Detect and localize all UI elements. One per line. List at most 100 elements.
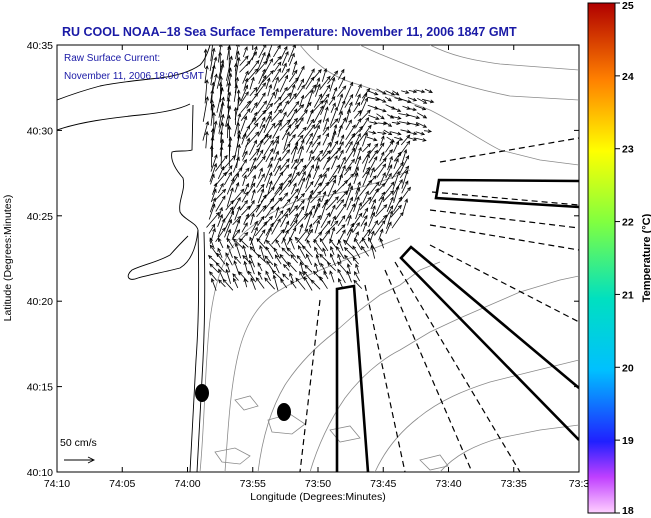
current-vector [366, 136, 378, 142]
current-vector [400, 134, 411, 146]
current-vector [208, 203, 216, 220]
current-vector [226, 177, 235, 195]
current-vector [306, 140, 313, 153]
current-vector [239, 60, 251, 73]
current-vector [258, 45, 267, 59]
current-vector [274, 182, 283, 195]
current-vector [232, 238, 243, 248]
current-vector [274, 101, 282, 114]
current-vector [346, 263, 351, 275]
current-vector [337, 268, 346, 284]
current-vector [273, 139, 279, 154]
current-vector [376, 88, 387, 95]
current-vector [242, 254, 250, 263]
current-vector [238, 271, 249, 283]
current-vector [362, 131, 368, 147]
current-vector [390, 204, 402, 218]
current-vector [279, 158, 290, 171]
current-vector [393, 185, 400, 204]
current-vector [393, 157, 399, 169]
current-vector [256, 138, 264, 156]
current-vector [257, 100, 268, 114]
current-vector [270, 109, 282, 123]
current-vector [249, 86, 258, 97]
colorbar-tick-label: 20 [622, 362, 634, 374]
current-vector [304, 101, 312, 111]
current-vector [369, 121, 378, 125]
current-vector [231, 188, 245, 204]
current-vector [322, 247, 327, 257]
current-vector [313, 149, 324, 162]
current-vector [233, 277, 239, 289]
current-vector [391, 161, 404, 180]
current-vector [280, 86, 288, 98]
current-vector [218, 51, 223, 71]
current-vector [251, 111, 258, 123]
current-vector [352, 245, 361, 259]
current-vector [272, 171, 284, 188]
y-tick-label: 40:15 [27, 382, 53, 394]
current-vector [327, 70, 339, 84]
current-vector [423, 129, 433, 133]
current-vector [367, 90, 379, 96]
x-tick-label: 74:10 [44, 478, 70, 490]
current-vector [368, 149, 378, 164]
current-vector [210, 64, 216, 86]
current-vector [384, 181, 395, 195]
current-vector [263, 215, 273, 227]
current-vector [210, 154, 218, 172]
current-vector [217, 218, 226, 238]
current-vector [376, 163, 387, 178]
current-vector [303, 276, 313, 291]
current-vector [315, 83, 321, 97]
current-vector [345, 108, 351, 123]
current-vector [329, 270, 335, 283]
current-vector [306, 253, 313, 266]
current-vector [346, 182, 352, 195]
current-vector [319, 75, 331, 91]
current-vector [273, 55, 282, 66]
current-vector [368, 114, 380, 120]
current-vector [328, 164, 341, 182]
current-vector [319, 253, 330, 264]
current-vector [225, 122, 230, 139]
current-vector [306, 118, 315, 131]
current-vector [265, 270, 271, 281]
current-vector [312, 214, 322, 225]
current-vector [323, 270, 329, 280]
current-vector [209, 47, 216, 71]
annotation-line-2: November 11, 2006 18:00 GMT [64, 71, 204, 82]
current-vector [338, 99, 346, 116]
current-vector [360, 214, 368, 227]
current-vector [330, 130, 337, 148]
current-vector [280, 149, 291, 161]
current-vector [344, 254, 353, 265]
current-vector [257, 123, 266, 137]
current-vector [337, 93, 344, 107]
current-vector [238, 238, 249, 248]
current-vector [271, 229, 285, 245]
current-vector [415, 89, 426, 94]
current-vector [217, 213, 223, 227]
current-vector [255, 277, 265, 289]
current-vector [383, 149, 393, 161]
current-vector [355, 181, 361, 195]
current-vector [242, 244, 248, 260]
current-vector [272, 68, 282, 83]
current-vector [203, 48, 208, 68]
x-axis-label: Longitude (Degrees:Minutes) [250, 491, 385, 503]
current-vector [393, 140, 400, 153]
current-vector [353, 109, 362, 119]
current-vector [265, 77, 271, 90]
current-vector [336, 224, 346, 235]
current-vector [249, 139, 257, 156]
current-vector [337, 124, 343, 138]
current-vector [362, 207, 369, 218]
current-vector [359, 228, 371, 244]
current-vector [248, 199, 255, 210]
current-vector [297, 78, 305, 91]
x-tick-label: 73:45 [370, 478, 396, 490]
current-vector [314, 119, 322, 130]
current-vector [422, 98, 435, 104]
current-vector [370, 198, 376, 210]
